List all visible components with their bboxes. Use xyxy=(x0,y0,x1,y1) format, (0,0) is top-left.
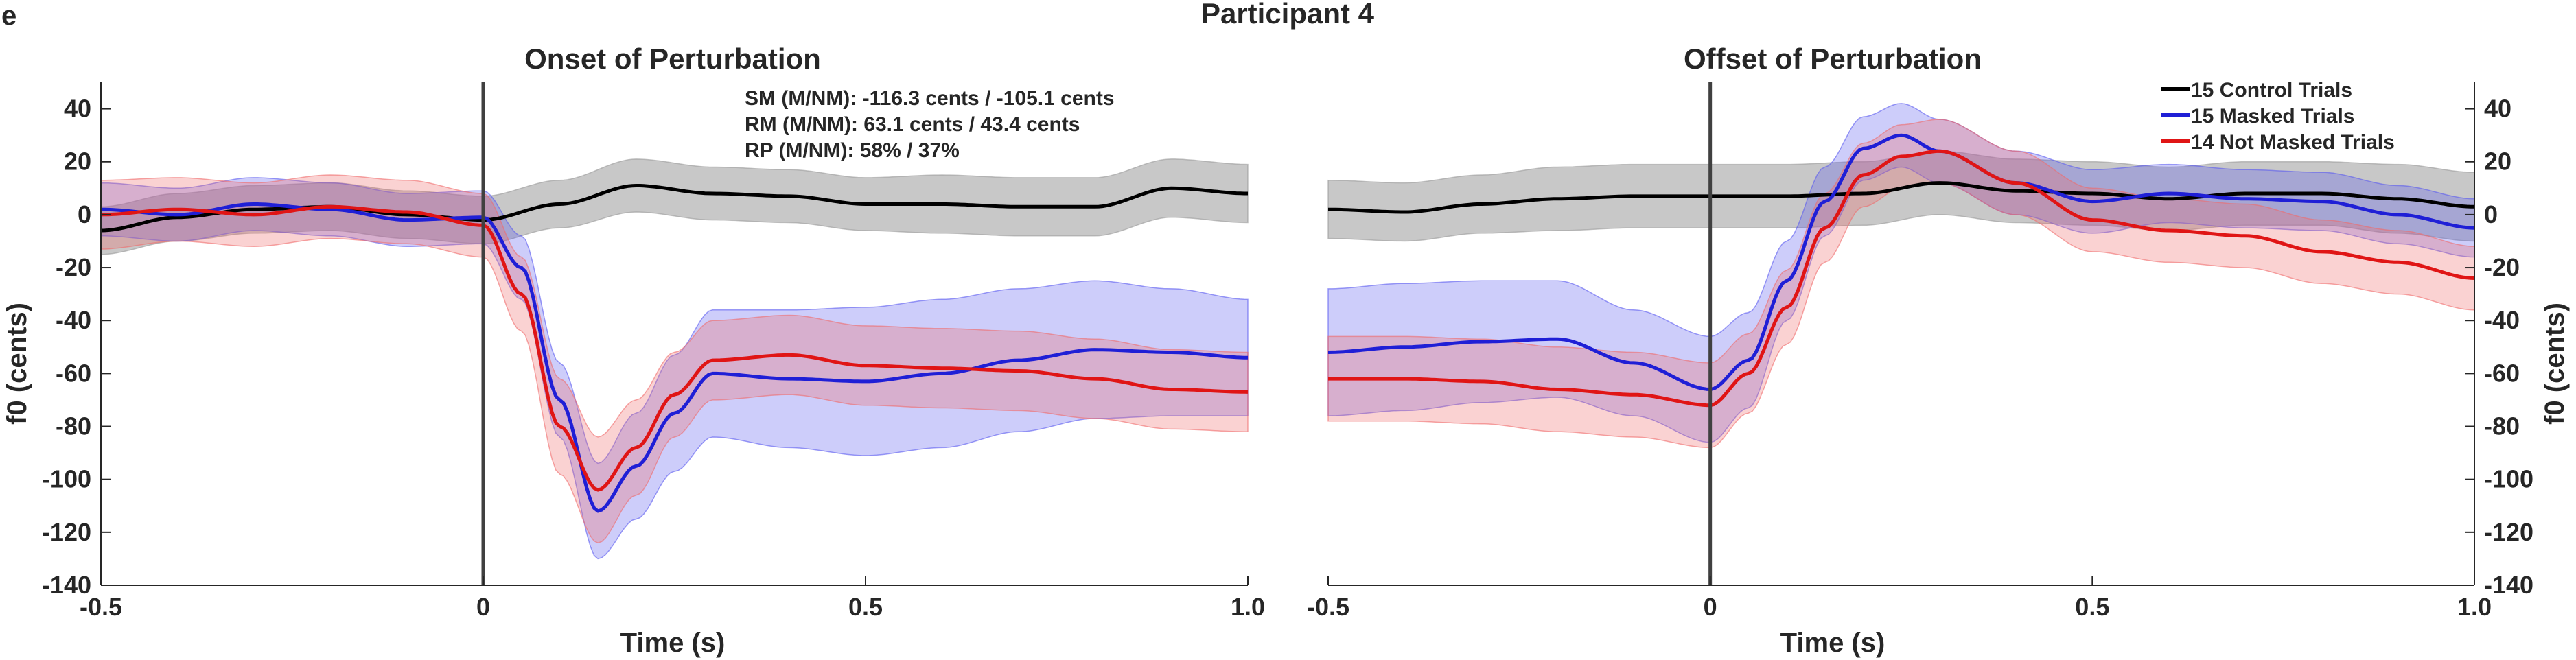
offset-lines xyxy=(1327,82,2475,585)
onset-panel-title: Onset of Perturbation xyxy=(524,43,821,75)
offset-y-tick-label: 0 xyxy=(2484,200,2498,228)
panel-letter: e xyxy=(1,1,16,31)
legend-label-control: 15 Control Trials xyxy=(2191,79,2352,102)
offset-y-tick-label: -20 xyxy=(2484,253,2520,281)
offset-y-tick-label: -140 xyxy=(2484,571,2533,599)
offset-y-tick-label: -80 xyxy=(2484,412,2520,440)
onset-y-tick-label: -120 xyxy=(42,518,91,546)
onset-x-tick-label: 0.5 xyxy=(848,593,883,621)
offset-x-tick-label: 0.5 xyxy=(2075,593,2109,621)
legend: 15 Control Trials 15 Masked Trials 14 No… xyxy=(2161,79,2395,154)
onset-y-tick-label: -40 xyxy=(56,306,91,334)
onset-x-tick-label: 1.0 xyxy=(1231,593,1265,621)
onset-y-tick-label: -100 xyxy=(42,465,91,493)
offset-axes: -0.5 0 0.5 1.0 40 20 0 -20 -40 -60 -80 -100 -120 -140 xyxy=(1307,82,2533,621)
onset-bands xyxy=(100,158,1249,560)
onset-y-tick-label: 20 xyxy=(64,148,91,176)
offset-y-tick-label: -60 xyxy=(2484,359,2520,387)
offset-line-15-control-trials xyxy=(1328,181,2475,214)
onset-line-14-not-masked-trials xyxy=(100,204,1249,492)
onset-y-tick-label: -80 xyxy=(56,412,91,440)
legend-label-not-masked: 14 Not Masked Trials xyxy=(2191,131,2395,154)
onset-y-tick-label: 0 xyxy=(78,200,91,228)
onset-y-tick-label: -60 xyxy=(56,359,91,387)
annotation-line-sm: SM (M/NM): -116.3 cents / -105.1 cents xyxy=(745,87,1115,110)
onset-panel: Onset of Perturbation -0.5 0 0.5 1.0 40 20 0 -2… xyxy=(2,43,1265,658)
offset-x-tick-label: 0 xyxy=(1704,593,1717,621)
annotation: SM (M/NM): -116.3 cents / -105.1 cents R… xyxy=(745,87,1115,162)
legend-label-masked: 15 Masked Trials xyxy=(2191,105,2354,128)
offset-y-tick-label: -100 xyxy=(2484,465,2533,493)
onset-line-15-masked-trials xyxy=(101,202,1248,513)
annotation-line-rp: RP (M/NM): 58% / 37% xyxy=(745,139,960,162)
offset-x-tick-label: -0.5 xyxy=(1307,593,1349,621)
figure-title: Participant 4 xyxy=(1201,0,1375,30)
onset-y-tick-label: -140 xyxy=(42,571,91,599)
offset-line-14-not-masked-trials xyxy=(1328,149,2475,408)
onset-lines xyxy=(100,82,1249,585)
onset-x-tick-label: 0 xyxy=(476,593,490,621)
offset-y-tick-label: -40 xyxy=(2484,306,2520,334)
onset-y-axis-label: f0 (cents) xyxy=(2,303,32,425)
annotation-line-rm: RM (M/NM): 63.1 cents / 43.4 cents xyxy=(745,113,1080,136)
offset-panel: Offset of Perturbation -0.5 0 0.5 1.040200-… xyxy=(1307,43,2570,658)
offset-x-axis-label: Time (s) xyxy=(1780,628,1885,658)
onset-x-tick-label: -0.5 xyxy=(80,593,122,621)
offset-y-tick-label: -120 xyxy=(2484,518,2533,546)
onset-axes: -0.5 0 0.5 1.0 40 20 0 -20 -40 -60 -80 -100 -120 -140 xyxy=(42,82,1265,621)
onset-x-axis-label: Time (s) xyxy=(620,628,726,658)
offset-y-tick-label: 40 xyxy=(2484,95,2511,123)
offset-y-axis-label: f0 (cents) xyxy=(2540,303,2570,425)
offset-y-tick-label: 20 xyxy=(2484,148,2511,176)
offset-panel-title: Offset of Perturbation xyxy=(1684,43,1982,75)
onset-y-tick-label: 40 xyxy=(64,95,91,123)
offset-line-15-masked-trials xyxy=(1327,133,2475,391)
onset-y-tick-label: -20 xyxy=(56,253,91,281)
offset-x-tick-label: 1.0 xyxy=(2457,593,2492,621)
